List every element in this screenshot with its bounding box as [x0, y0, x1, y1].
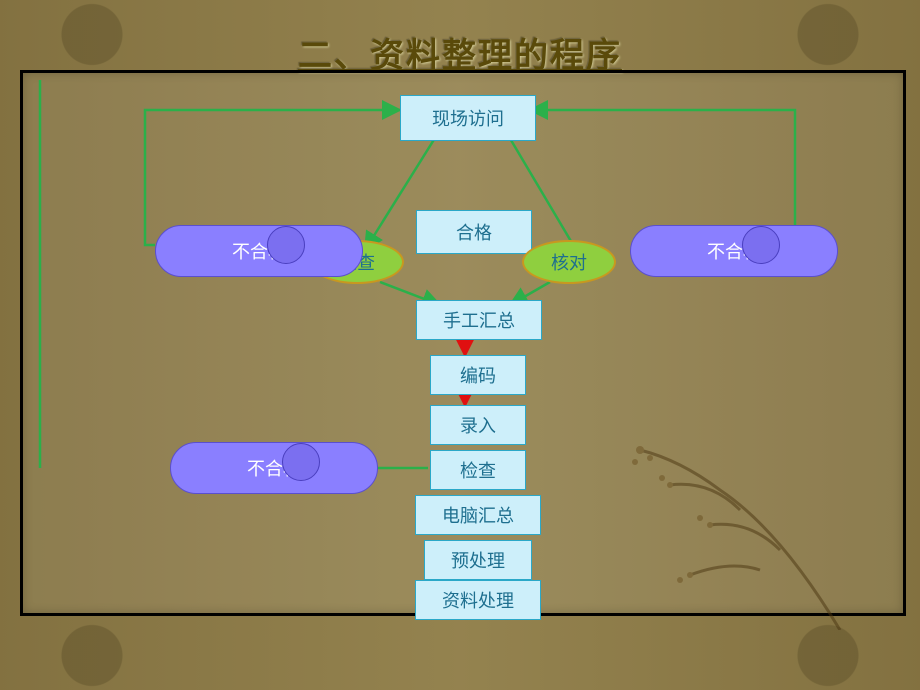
branch-decoration — [580, 430, 860, 630]
node-preproc: 预处理 — [424, 540, 532, 580]
node-input: 录入 — [430, 405, 526, 445]
node-fail_l-cap — [267, 226, 305, 264]
node-inspect2: 检查 — [430, 450, 526, 490]
node-manual: 手工汇总 — [416, 300, 542, 340]
node-fail_l: 不合格 — [155, 225, 363, 277]
node-fail_b-cap — [282, 443, 320, 481]
node-fail_r-cap — [742, 226, 780, 264]
node-verify: 核对 — [522, 240, 616, 284]
node-fail_b: 不合格 — [170, 442, 378, 494]
node-fail_r: 不合格 — [630, 225, 838, 277]
node-pass: 合格 — [416, 210, 532, 254]
node-comp_sum: 电脑汇总 — [415, 495, 541, 535]
node-encode: 编码 — [430, 355, 526, 395]
node-dataproc: 资料处理 — [415, 580, 541, 620]
node-visit: 现场访问 — [400, 95, 536, 141]
